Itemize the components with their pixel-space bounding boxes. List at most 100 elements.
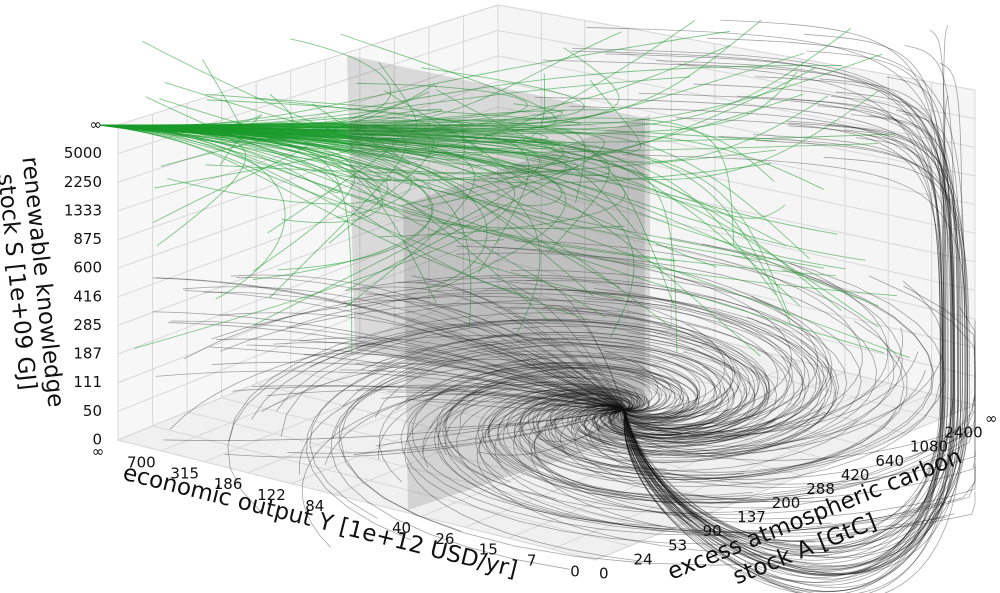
trajectory bbox=[99, 124, 836, 277]
trajectory bbox=[624, 37, 966, 574]
grid-line bbox=[117, 439, 596, 561]
trajectory bbox=[218, 312, 626, 411]
x-tick-label: 315 bbox=[170, 464, 199, 482]
trajectory bbox=[585, 403, 701, 437]
trajectory bbox=[592, 408, 751, 447]
trajectory bbox=[478, 399, 976, 538]
trajectory bbox=[528, 405, 787, 509]
trajectory bbox=[444, 366, 684, 460]
grid-line bbox=[221, 397, 699, 519]
trajectory bbox=[622, 276, 829, 434]
trajectory bbox=[594, 288, 793, 430]
trajectory bbox=[611, 374, 690, 424]
trajectory bbox=[571, 365, 778, 448]
trajectory bbox=[561, 398, 634, 446]
trajectory bbox=[99, 116, 539, 197]
trajectory bbox=[624, 62, 963, 593]
trajectory bbox=[610, 237, 903, 451]
trajectory bbox=[170, 320, 626, 411]
z-tick-label: 50 bbox=[83, 402, 102, 420]
trajectory bbox=[566, 292, 840, 459]
trajectory bbox=[506, 388, 897, 483]
trajectory bbox=[554, 255, 933, 476]
trajectory bbox=[423, 398, 626, 411]
trajectory bbox=[604, 350, 718, 426]
z-tick-label: 285 bbox=[73, 316, 102, 334]
trajectory bbox=[513, 320, 976, 500]
trajectory bbox=[163, 409, 626, 441]
y-tick-label: 1080 bbox=[910, 438, 948, 456]
trajectory bbox=[622, 154, 969, 553]
trajectory bbox=[624, 129, 956, 567]
trajectory bbox=[422, 389, 626, 455]
y-tick-label: 2400 bbox=[944, 424, 982, 442]
z-tick-label: 5000 bbox=[64, 144, 102, 162]
trajectory bbox=[478, 409, 626, 456]
trajectory bbox=[624, 134, 942, 551]
trajectory bbox=[167, 322, 626, 411]
x-tick-label: 40 bbox=[392, 519, 411, 537]
trajectory bbox=[567, 399, 634, 440]
trajectory bbox=[332, 353, 672, 439]
trajectory bbox=[534, 354, 699, 419]
trajectory bbox=[406, 398, 626, 411]
trajectory bbox=[624, 120, 946, 573]
boundary-planes bbox=[347, 55, 650, 510]
trajectory bbox=[99, 124, 776, 142]
trajectory bbox=[99, 124, 672, 328]
trajectory bbox=[532, 390, 645, 450]
trajectory bbox=[387, 391, 626, 411]
trajectory bbox=[456, 245, 819, 426]
trajectory bbox=[578, 351, 756, 443]
trajectory bbox=[600, 387, 747, 436]
trajectory bbox=[492, 396, 626, 411]
trajectory bbox=[621, 280, 944, 447]
y-tick-label: 200 bbox=[772, 494, 801, 512]
y-tick-label: ∞ bbox=[985, 410, 998, 428]
trajectory bbox=[516, 397, 626, 411]
grid-line bbox=[204, 306, 585, 463]
trajectory bbox=[435, 364, 688, 500]
trajectory bbox=[519, 390, 655, 475]
trajectory bbox=[412, 275, 626, 411]
trajectory bbox=[624, 122, 968, 559]
trajectory bbox=[459, 366, 697, 428]
grid-line bbox=[117, 29, 499, 155]
trajectory bbox=[266, 389, 626, 411]
trajectory bbox=[613, 409, 737, 437]
trajectory bbox=[236, 277, 626, 411]
trajectory bbox=[356, 348, 626, 411]
trajectory bbox=[419, 386, 626, 411]
boundary-plane bbox=[403, 115, 650, 510]
trajectory bbox=[545, 289, 810, 440]
trajectory bbox=[518, 349, 905, 481]
grid-line bbox=[497, 4, 976, 91]
trajectory bbox=[622, 295, 833, 434]
trajectory bbox=[598, 352, 699, 418]
trajectory bbox=[533, 408, 832, 525]
trajectory bbox=[570, 298, 828, 456]
trajectory bbox=[546, 335, 836, 463]
trajectory bbox=[624, 351, 919, 436]
grid-line bbox=[117, 259, 499, 412]
trajectory bbox=[438, 372, 660, 455]
trajectory bbox=[488, 275, 976, 501]
grid-line bbox=[117, 4, 499, 126]
trajectory bbox=[617, 408, 702, 424]
trajectory bbox=[526, 280, 626, 411]
trajectory bbox=[286, 288, 818, 444]
trajectory bbox=[513, 404, 976, 520]
trajectory bbox=[591, 323, 795, 445]
trajectory bbox=[533, 408, 665, 510]
boundary-plane bbox=[347, 55, 645, 405]
grid-line bbox=[291, 328, 672, 485]
trajectory bbox=[155, 370, 626, 411]
trajectory bbox=[623, 357, 806, 430]
trajectory bbox=[224, 409, 626, 458]
trajectory bbox=[538, 309, 760, 426]
trajectory bbox=[232, 385, 626, 411]
trajectory bbox=[537, 397, 858, 471]
trajectory bbox=[577, 317, 822, 453]
trajectory bbox=[209, 346, 626, 411]
trajectory bbox=[604, 371, 700, 427]
